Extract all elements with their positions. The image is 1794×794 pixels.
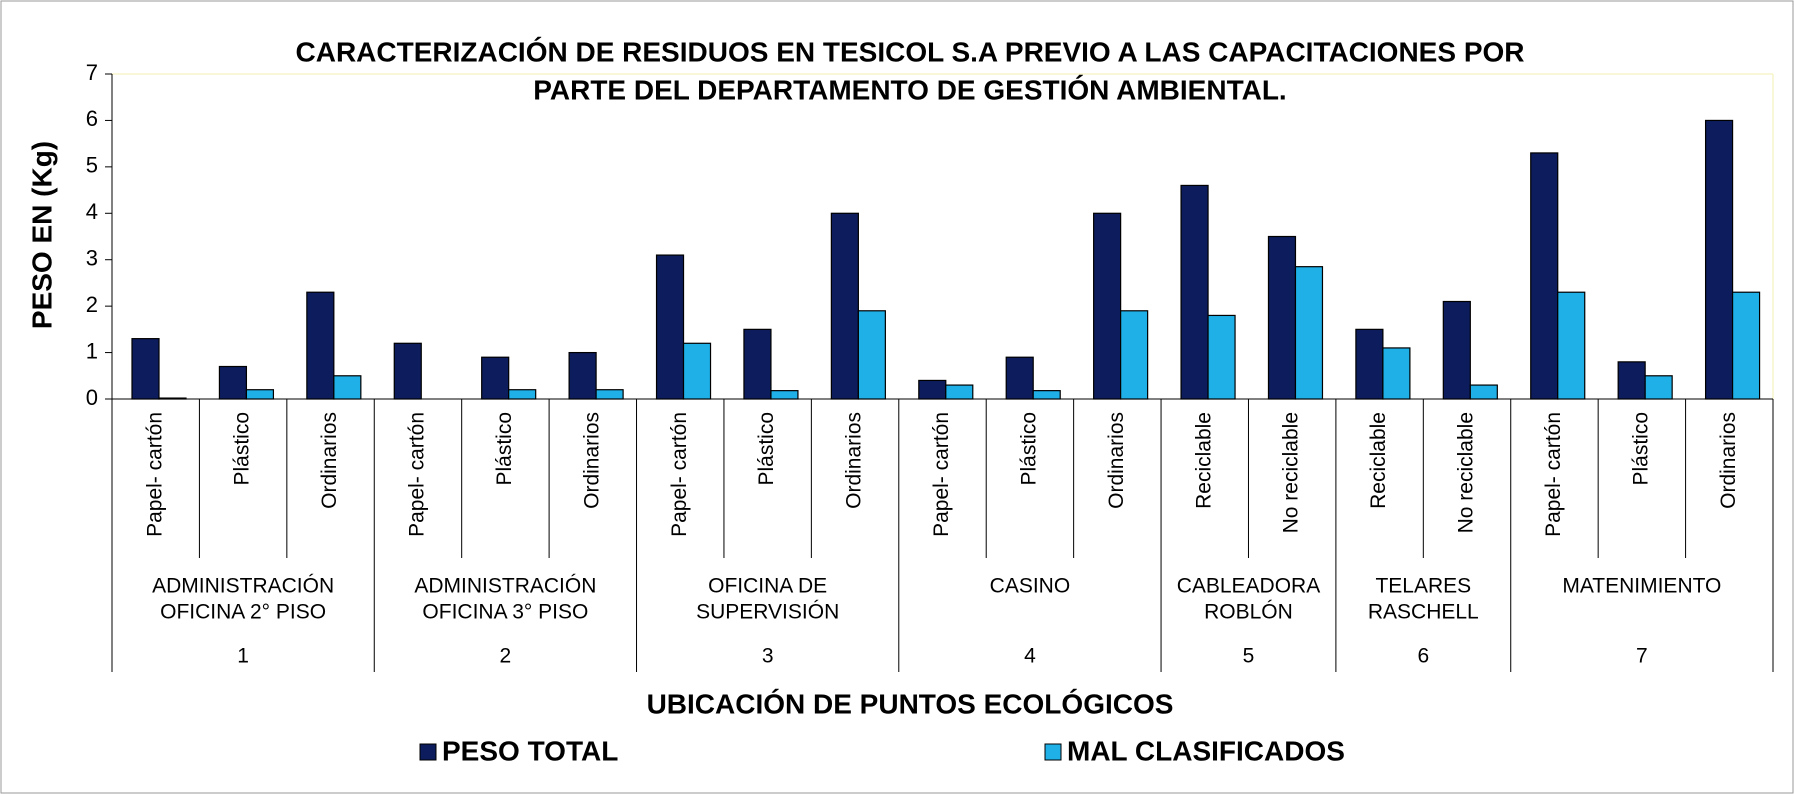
legend-swatch (419, 743, 437, 761)
group-label: ROBLÓN (1204, 601, 1293, 624)
x-tick-label: Papel- cartón (668, 412, 691, 537)
y-tick-label: 3 (86, 246, 98, 271)
x-tick-label: Plástico (1629, 412, 1652, 486)
bar (1180, 184, 1209, 400)
legend-label: MAL CLASIFICADOS (1067, 735, 1345, 766)
bar (1294, 266, 1324, 400)
bar (1557, 291, 1586, 400)
x-tick-label: Plástico (231, 412, 254, 486)
bar (1530, 152, 1559, 400)
group-label: CABLEADORA (1177, 575, 1321, 598)
group-number: 7 (1636, 645, 1648, 668)
bar (918, 379, 947, 400)
chart-title: CARACTERIZACIÓN DE RESIDUOS EN TESICOL S… (296, 36, 1525, 67)
bar (770, 390, 799, 400)
y-tick-label: 0 (86, 385, 98, 410)
bar (682, 342, 712, 400)
bar (743, 328, 772, 400)
bar (1704, 119, 1734, 400)
bar (131, 338, 160, 400)
group-number: 6 (1417, 645, 1429, 668)
y-tick-label: 2 (86, 292, 98, 317)
group-label: OFICINA 3° PISO (422, 601, 588, 624)
bar (830, 212, 859, 400)
x-tick-label: Papel- cartón (930, 412, 953, 537)
x-tick-label: Plástico (755, 412, 778, 486)
bar (655, 254, 685, 400)
chart-title: PARTE DEL DEPARTAMENTO DE GESTIÓN AMBIEN… (533, 74, 1286, 105)
bar (857, 310, 886, 400)
x-tick-label: Ordinarios (1105, 412, 1128, 509)
group-number: 1 (237, 645, 249, 668)
x-axis-title: UBICACIÓN DE PUNTOS ECOLÓGICOS (647, 688, 1174, 719)
bar (945, 384, 974, 400)
y-tick-label: 4 (86, 199, 98, 224)
group-label: RASCHELL (1368, 601, 1479, 624)
group-label: SUPERVISIÓN (696, 601, 839, 624)
x-tick-label: Papel- cartón (143, 412, 166, 537)
bar (306, 291, 335, 400)
bar (1731, 291, 1761, 400)
bar (568, 351, 597, 400)
x-tick-label: Papel- cartón (1542, 412, 1565, 537)
y-axis-title: PESO EN (Kg) (26, 141, 57, 329)
group-label: OFICINA DE (708, 575, 827, 598)
x-tick-label: No reciclable (1280, 412, 1303, 533)
bar (1267, 235, 1297, 400)
group-number: 3 (762, 645, 774, 668)
bar (1032, 390, 1061, 400)
bar (1005, 356, 1034, 400)
bar (393, 342, 422, 400)
bar (595, 389, 624, 400)
group-label: OFICINA 2° PISO (160, 601, 326, 624)
x-tick-label: Reciclable (1367, 412, 1390, 509)
x-tick-label: Reciclable (1192, 412, 1215, 509)
bar (1644, 375, 1673, 400)
group-label: ADMINISTRACIÓN (152, 575, 334, 598)
group-label: ADMINISTRACIÓN (414, 575, 596, 598)
bar (1617, 361, 1646, 400)
bar (218, 365, 248, 400)
bar (1442, 300, 1471, 400)
y-tick-label: 1 (86, 338, 98, 363)
x-tick-label: Plástico (493, 412, 516, 486)
x-tick-label: Ordinarios (580, 412, 603, 509)
group-label: TELARES (1375, 575, 1471, 598)
legend-swatch (1044, 743, 1062, 761)
bar (245, 389, 275, 400)
legend-label: PESO TOTAL (442, 735, 618, 766)
group-number: 5 (1243, 645, 1255, 668)
y-tick-label: 5 (86, 153, 98, 178)
y-tick-label: 7 (86, 60, 98, 85)
bar (1355, 328, 1384, 400)
x-tick-label: Ordinarios (318, 412, 341, 509)
bar (333, 375, 362, 400)
group-label: CASINO (990, 575, 1071, 598)
bar (1120, 310, 1149, 400)
x-tick-label: Plástico (1017, 412, 1040, 486)
x-tick-label: Papel- cartón (406, 412, 429, 537)
bar (1469, 384, 1498, 400)
group-label: MATENIMIENTO (1562, 575, 1721, 598)
group-number: 2 (500, 645, 512, 668)
bar (1207, 314, 1236, 400)
bar (481, 356, 510, 400)
y-tick-label: 6 (86, 106, 98, 131)
x-tick-label: Ordinarios (1717, 412, 1740, 509)
bar (508, 389, 537, 400)
x-tick-label: No reciclable (1455, 412, 1478, 533)
x-tick-label: Ordinarios (843, 412, 866, 509)
bar (1382, 347, 1411, 400)
bar (1093, 212, 1122, 400)
group-number: 4 (1024, 645, 1036, 668)
